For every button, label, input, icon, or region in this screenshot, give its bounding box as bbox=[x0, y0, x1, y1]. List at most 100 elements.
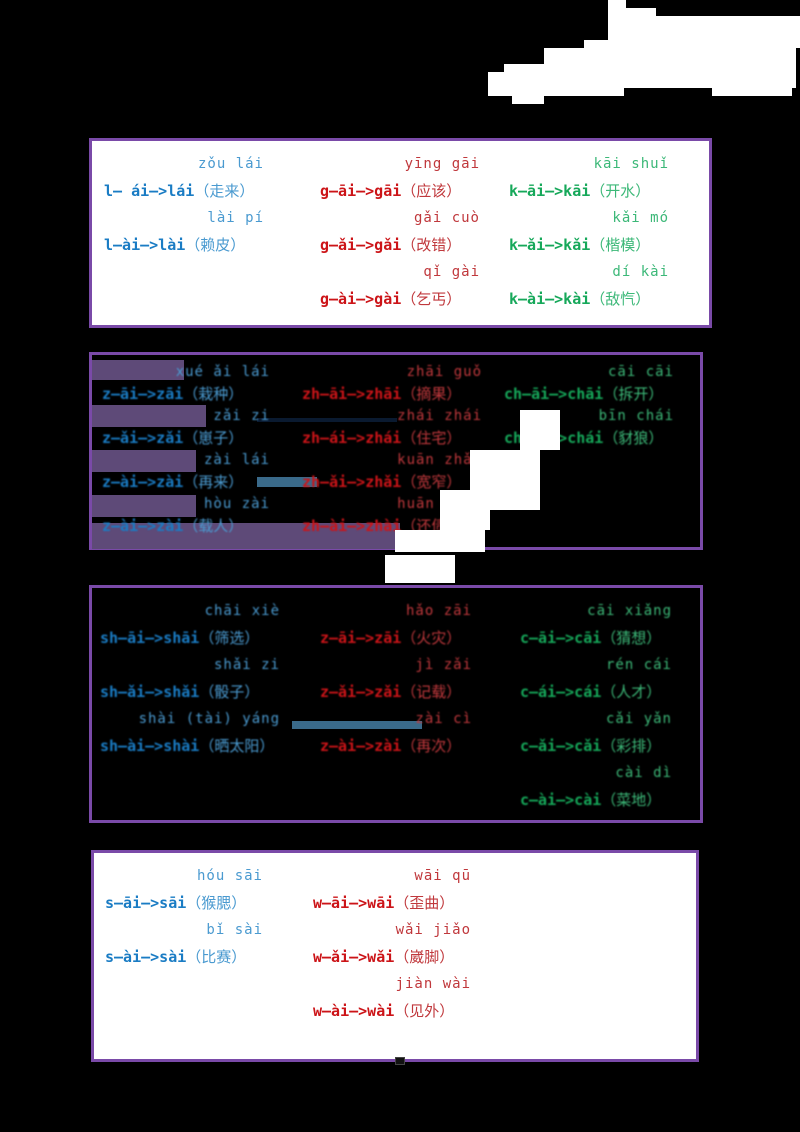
white-blob-top bbox=[608, 0, 626, 8]
column-l: zǒu lái l— ái—>lái（走来） lài pí l—ài—>lài（… bbox=[104, 151, 264, 259]
slate-glitch-line bbox=[257, 477, 317, 487]
spelling-rule: g—ǎi—>gǎi（改错） bbox=[320, 236, 462, 254]
spelling-rule: sh—ǎi—>shǎi（骰子） bbox=[100, 683, 260, 701]
spelling-rule: sh—āi—>shāi（筛选） bbox=[100, 629, 260, 647]
spelling-rule: w—ǎi—>wǎi（崴脚） bbox=[313, 948, 455, 966]
white-glitch-blob bbox=[395, 530, 485, 552]
white-blob-top bbox=[608, 8, 656, 16]
pinyin-label: yīng gāi bbox=[404, 156, 480, 172]
spelling-rule: g—ài—>gài（乞丐） bbox=[320, 290, 462, 308]
spelling-rule: c—āi—>cāi（猜想） bbox=[520, 629, 662, 647]
pinyin-label: zǒu lái bbox=[197, 156, 264, 172]
pinyin-label: hòu zài bbox=[203, 496, 270, 512]
spelling-rule: k—ǎi—>kǎi（楷模） bbox=[509, 236, 651, 254]
column-k: kāi shuǐ k—āi—>kāi（开水） kǎi mó k—ǎi—>kǎi（… bbox=[509, 151, 669, 313]
white-glitch-blob bbox=[385, 555, 455, 583]
pinyin-label: zǎi zi bbox=[213, 408, 270, 424]
purple-glitch-band bbox=[92, 405, 206, 427]
spelling-rule: z—āi—>zāi（火灾） bbox=[320, 629, 462, 647]
navy-glitch-line bbox=[257, 418, 397, 422]
spelling-rule: zh—ái—>zhái（住宅） bbox=[302, 429, 462, 447]
slate-glitch-line bbox=[292, 721, 422, 729]
purple-glitch-band bbox=[92, 495, 196, 517]
spelling-rule: z—ài—>zài（载人） bbox=[102, 517, 244, 535]
white-blob-top bbox=[584, 40, 800, 48]
column-s: hóu sāi s—āi—>sāi（猴腮） bǐ sài s—ài—>sài（比… bbox=[105, 863, 263, 971]
pinyin-label: kǎi mó bbox=[612, 210, 669, 226]
spelling-rule: k—āi—>kāi（开水） bbox=[509, 182, 651, 200]
pinyin-label: qǐ gài bbox=[423, 264, 480, 280]
spelling-rule: sh—ài—>shài（晒太阳） bbox=[100, 737, 275, 755]
pinyin-label: lài pí bbox=[207, 210, 264, 226]
pinyin-label: kuān zhǎi bbox=[397, 452, 482, 468]
spelling-rule: z—ài—>zài（再来） bbox=[102, 473, 244, 491]
pinyin-label: zài cì bbox=[415, 711, 472, 727]
spelling-rule: w—ài—>wài（见外） bbox=[313, 1002, 455, 1020]
pinyin-label: rén cái bbox=[605, 657, 672, 673]
pinyin-label: cāi xiǎng bbox=[587, 603, 672, 619]
pinyin-label: jì zǎi bbox=[415, 657, 472, 673]
pinyin-label: dí kài bbox=[612, 264, 669, 280]
spelling-rule: l— ái—>lái（走来） bbox=[104, 182, 255, 200]
pinyin-label: bǐ sài bbox=[206, 922, 263, 938]
spelling-rule: zh—āi—>zhāi（摘果） bbox=[302, 385, 462, 403]
spelling-rule: zh—ǎi—>zhǎi（宽窄） bbox=[302, 473, 462, 491]
pinyin-label: cài dì bbox=[615, 765, 672, 781]
column-zh: zhāi guǒ zh—āi—>zhāi（摘果） zhái zhái zh—ái… bbox=[302, 361, 482, 537]
white-blob-top bbox=[712, 88, 792, 96]
spelling-rule: z—ǎi—>zǎi（崽子） bbox=[102, 429, 244, 447]
spelling-rule: ch—āi—>chāi（拆开） bbox=[504, 385, 664, 403]
spelling-rule: c—ài—>cài（菜地） bbox=[520, 791, 662, 809]
spelling-rule: s—ài—>sài（比赛） bbox=[105, 948, 247, 966]
spelling-rule: z—ài—>zài（再次） bbox=[320, 737, 462, 755]
pinyin-label: hóu sāi bbox=[196, 868, 263, 884]
pinyin-label: chāi xiè bbox=[204, 603, 280, 619]
section-ai-l-g-k: zǒu lái l— ái—>lái（走来） lài pí l—ài—>lài（… bbox=[89, 138, 712, 328]
pinyin-label: cǎi yǎn bbox=[605, 711, 672, 727]
pinyin-label: zài lái bbox=[203, 452, 270, 468]
pinyin-label: cāi cāi bbox=[607, 364, 674, 380]
pinyin-label: bīn chái bbox=[598, 408, 674, 424]
spelling-rule: w—āi—>wāi（歪曲） bbox=[313, 894, 455, 912]
spelling-rule: z—ǎi—>zǎi（记载） bbox=[320, 683, 462, 701]
white-blob-top bbox=[504, 64, 796, 72]
pinyin-label: jiàn wài bbox=[395, 976, 471, 992]
purple-glitch-band bbox=[92, 450, 196, 472]
column-z: xué ǎi lái z—āi—>zāi（栽种） zǎi zi z—ǎi—>zǎ… bbox=[102, 361, 270, 537]
section-ai-s-w: hóu sāi s—āi—>sāi（猴腮） bǐ sài s—ài—>sài（比… bbox=[91, 850, 699, 1062]
white-blob-top bbox=[608, 16, 800, 40]
column-g: yīng gāi g—āi—>gāi（应该） gǎi cuò g—ǎi—>gǎi… bbox=[320, 151, 480, 313]
section-ai-sh-z-c: chāi xiè sh—āi—>shāi（筛选） shǎi zi sh—ǎi—>… bbox=[89, 585, 703, 823]
pinyin-label: wāi qū bbox=[414, 868, 471, 884]
section-ai-z-zh-ch: xué ǎi lái z—āi—>zāi（栽种） zǎi zi z—ǎi—>zǎ… bbox=[89, 352, 703, 550]
pinyin-label: kāi shuǐ bbox=[593, 156, 669, 172]
spelling-rule: z—āi—>zāi（栽种） bbox=[102, 385, 244, 403]
purple-glitch-band bbox=[92, 360, 184, 380]
white-blob-top bbox=[488, 88, 624, 96]
column-sh: chāi xiè sh—āi—>shāi（筛选） shǎi zi sh—ǎi—>… bbox=[100, 598, 280, 760]
pinyin-label: shài (tài) yáng bbox=[138, 711, 280, 727]
spelling-rule: c—ǎi—>cǎi（彩排） bbox=[520, 737, 662, 755]
spelling-rule: k—ài—>kài（敌忾） bbox=[509, 290, 651, 308]
column-w: wāi qū w—āi—>wāi（歪曲） wǎi jiǎo w—ǎi—>wǎi（… bbox=[313, 863, 471, 1025]
page-marker bbox=[395, 1057, 405, 1065]
white-blob-top bbox=[488, 72, 796, 88]
pinyin-label: xué ǎi lái bbox=[175, 364, 270, 380]
white-blob-top bbox=[544, 48, 796, 64]
pinyin-label: shǎi zi bbox=[213, 657, 280, 673]
spelling-rule: c—ái—>cái（人才） bbox=[520, 683, 662, 701]
column-z: hǎo zāi z—āi—>zāi（火灾） jì zǎi z—ǎi—>zǎi（记… bbox=[320, 598, 472, 760]
spelling-rule: g—āi—>gāi（应该） bbox=[320, 182, 462, 200]
white-glitch-blob bbox=[440, 490, 490, 530]
white-glitch-blob bbox=[520, 410, 560, 450]
pinyin-label: hǎo zāi bbox=[405, 603, 472, 619]
pinyin-label: zhái zhái bbox=[397, 408, 482, 424]
pinyin-label: zhāi guǒ bbox=[406, 364, 482, 380]
white-blob-top bbox=[512, 96, 544, 104]
purple-glitch-band bbox=[92, 523, 400, 549]
spelling-rule: s—āi—>sāi（猴腮） bbox=[105, 894, 247, 912]
pinyin-label: gǎi cuò bbox=[413, 210, 480, 226]
pinyin-label: wǎi jiǎo bbox=[395, 922, 471, 938]
column-c: cāi xiǎng c—āi—>cāi（猜想） rén cái c—ái—>cá… bbox=[520, 598, 672, 814]
spelling-rule: l—ài—>lài（赖皮） bbox=[104, 236, 246, 254]
